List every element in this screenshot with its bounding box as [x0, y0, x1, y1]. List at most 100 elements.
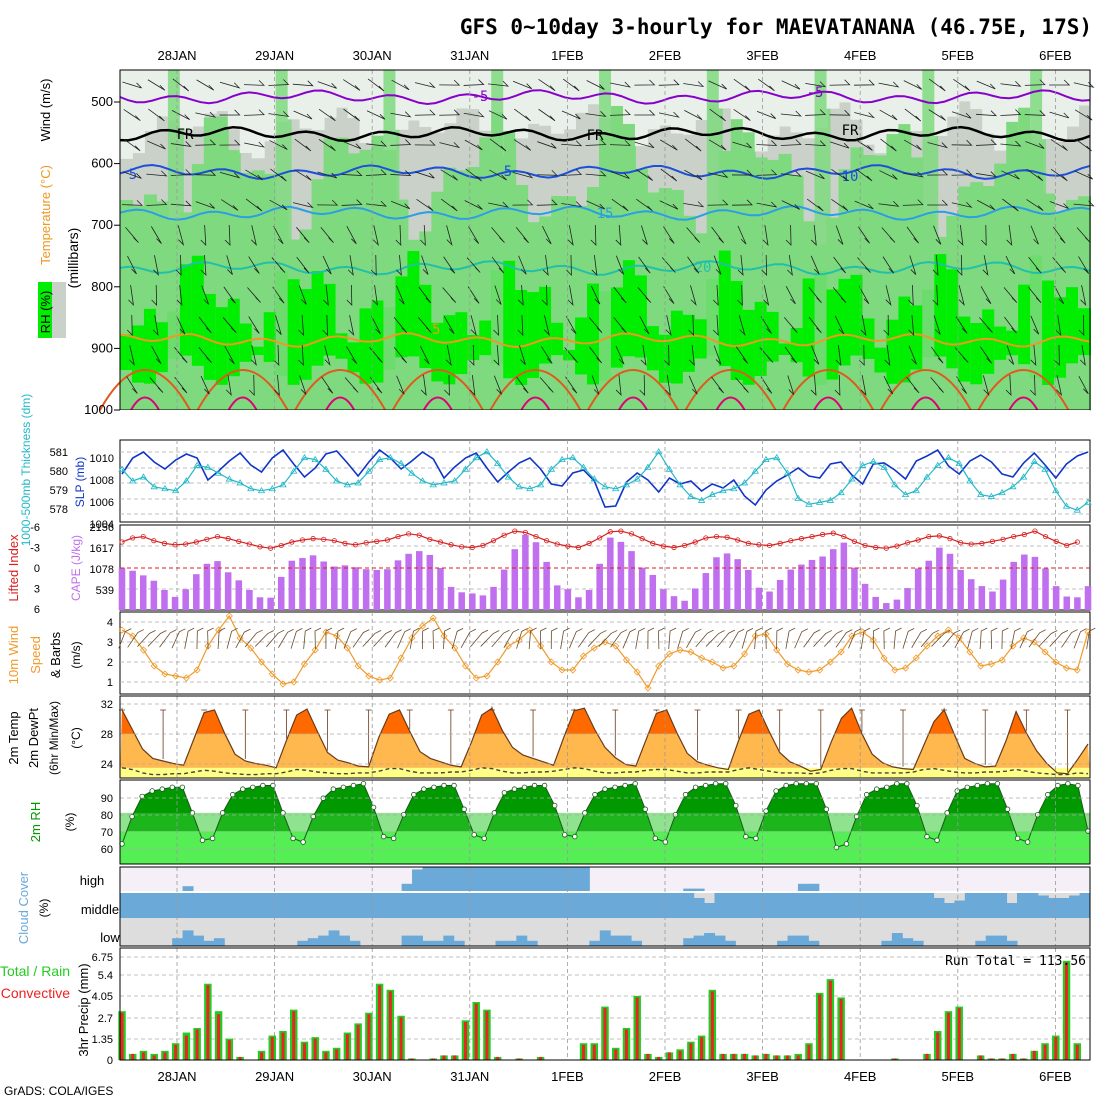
- wind-barb-10m: [979, 627, 988, 650]
- thickness-point: [418, 477, 427, 484]
- wind-barb: [586, 200, 606, 210]
- lifted-index-point: [1064, 542, 1070, 549]
- wind-barb: [884, 345, 891, 367]
- wind-barb-10m: [695, 629, 714, 648]
- wind-speed-point: [290, 678, 298, 686]
- rh-moist-cell: [682, 215, 696, 410]
- wind-barb: [928, 109, 946, 121]
- lifted-index-point: [480, 542, 486, 549]
- wind-barb: [567, 285, 574, 307]
- wind-barb: [346, 346, 358, 364]
- wind-barb: [494, 285, 502, 305]
- wind-barb: [170, 200, 192, 207]
- wind-barb: [172, 78, 190, 92]
- wind-barb: [396, 255, 402, 277]
- wind-barb: [980, 224, 987, 246]
- cloud-low-bar: [297, 940, 309, 946]
- wind-barb: [858, 286, 870, 304]
- wind-barb: [396, 375, 405, 395]
- wind-barb-10m: [254, 630, 274, 647]
- wind-barb-10m: [290, 628, 303, 649]
- wind-barb-10m: [1073, 628, 1087, 649]
- lifted-index-point: [692, 539, 698, 545]
- rh-point: [743, 833, 749, 840]
- temperature-contour: [119, 260, 1091, 276]
- cloud-low-bar: [349, 940, 361, 946]
- lifted-index-point: [894, 543, 900, 549]
- wind-barb: [418, 317, 432, 333]
- rh-point: [531, 782, 538, 789]
- wind-barb: [200, 224, 207, 247]
- rh-saturated-cell: [670, 310, 684, 384]
- wind-barb: [780, 139, 802, 146]
- thickness-point: [719, 486, 727, 494]
- cape-bar: [925, 560, 933, 610]
- wind-barb: [519, 345, 526, 365]
- wind-barb-10m: [373, 630, 392, 647]
- rh-point: [753, 835, 759, 842]
- wind-barb: [829, 141, 850, 149]
- precip-convective-bar: [453, 1055, 457, 1060]
- wind-barb: [243, 109, 265, 116]
- precip-convective-bar: [957, 1008, 961, 1060]
- cloud-middle-bar: [641, 893, 653, 918]
- wind-barb: [980, 286, 992, 304]
- cape-bar: [150, 580, 158, 610]
- wind-barb: [956, 376, 968, 394]
- cape-bar: [660, 589, 667, 610]
- wind-barb: [906, 376, 920, 394]
- cloud-middle-bar: [213, 893, 225, 918]
- cloud-middle-bar: [777, 893, 789, 918]
- thickness-point: [826, 496, 835, 503]
- wind-barb: [982, 375, 990, 396]
- thickness-point: [354, 479, 362, 486]
- cloud-middle-bar: [391, 893, 403, 918]
- wind-barb: [707, 199, 729, 206]
- wind-barb: [609, 140, 631, 146]
- wind-barb: [195, 170, 217, 176]
- cape-bar: [617, 541, 625, 610]
- wind-speed-point: [504, 642, 512, 650]
- rh-saturated-cell: [778, 343, 792, 356]
- wind-barb-10m: [491, 629, 510, 648]
- rh-point: [501, 790, 508, 796]
- cape-tick-label: 539: [96, 585, 114, 597]
- bottom-date-label: 31JAN: [450, 1069, 489, 1084]
- wind-speed-point: [129, 632, 137, 640]
- cape-tick-label: 1617: [90, 543, 114, 555]
- wind-barb-10m: [967, 627, 979, 649]
- thickness-point: [118, 465, 126, 472]
- wind-barb-10m: [118, 628, 132, 649]
- wind-barb: [808, 316, 822, 334]
- wind-barb: [979, 317, 993, 333]
- chart-title: GFS 0~10day 3-hourly for MAEVATANANA (46…: [460, 15, 1092, 39]
- thickness-point: [579, 463, 588, 470]
- cloud-middle-bar: [620, 893, 632, 918]
- rh-dry-cell: [551, 70, 565, 134]
- lifted-index-point: [947, 536, 953, 542]
- rh-point: [793, 780, 799, 787]
- wind-barb-10m: [362, 630, 382, 647]
- rh-dry-cell: [874, 70, 888, 154]
- cape-bar: [596, 563, 603, 610]
- rh-point: [551, 802, 558, 809]
- thickness-tick-label: 580: [50, 466, 68, 478]
- wind-speed-point: [740, 650, 749, 658]
- wind-barb-10m: [610, 629, 628, 648]
- cloud-low-bar: [589, 940, 601, 946]
- pressure-tick-label: 1000: [84, 402, 113, 417]
- cape-bar: [904, 588, 911, 610]
- cloud-high-bar: [432, 867, 444, 891]
- wind-barb-10m: [1038, 630, 1058, 647]
- wind-barb: [342, 140, 362, 150]
- wind-barb: [468, 226, 480, 244]
- rh-dry-cell: [179, 70, 193, 130]
- wind-speed-point: [311, 646, 319, 654]
- wind-barb: [562, 78, 580, 92]
- lifted-tick-label: 3: [34, 584, 40, 596]
- wind-barb: [831, 198, 849, 212]
- wind-barb-10m: [314, 627, 322, 650]
- temp-tick-label: 24: [101, 759, 113, 771]
- wind-barb: [684, 138, 702, 152]
- lifted-index-point: [161, 540, 168, 547]
